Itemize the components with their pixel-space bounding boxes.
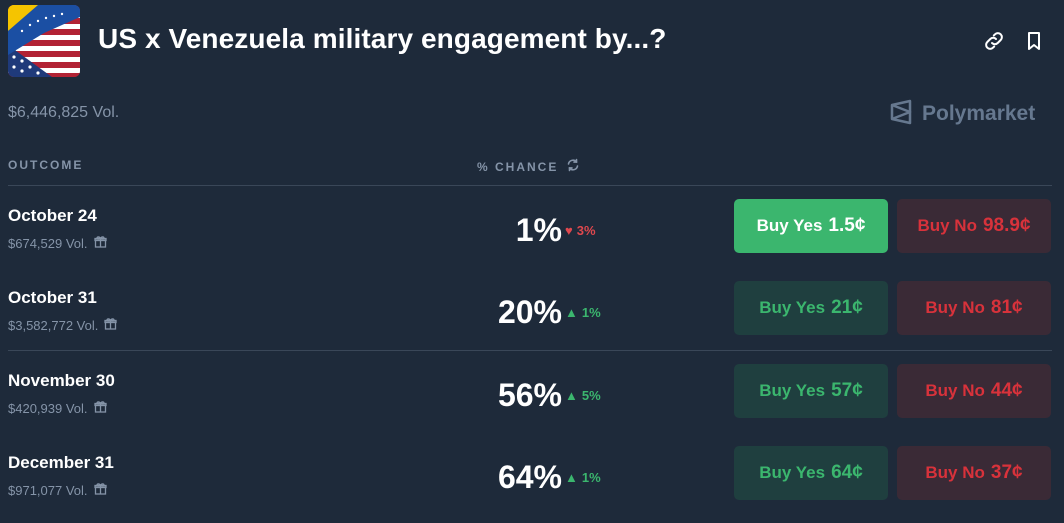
- buy-no-button[interactable]: Buy No 98.9¢: [897, 199, 1051, 253]
- chance-delta: ▲ 5%: [565, 388, 601, 403]
- triangle-up-icon: ▲: [565, 388, 578, 403]
- total-volume: $6,446,825 Vol.: [8, 104, 120, 121]
- buy-yes-button[interactable]: Buy Yes 1.5¢: [734, 199, 888, 253]
- polymarket-brand[interactable]: Polymarket: [888, 99, 1036, 130]
- buy-yes-label: Buy Yes: [759, 298, 826, 317]
- outcome-chance: 20%: [497, 294, 562, 330]
- outcome-volume: $3,582,772 Vol.: [8, 317, 118, 333]
- outcome-row-nov-30[interactable]: November 30 $420,939 Vol. 56% ▲ 5% Buy Y…: [0, 364, 1064, 441]
- buy-yes-label: Buy Yes: [759, 381, 826, 400]
- market-flag-image: [8, 5, 80, 77]
- outcome-title: November 30: [8, 371, 115, 390]
- buy-no-label: Buy No: [925, 463, 985, 482]
- buy-yes-label: Buy Yes: [759, 463, 826, 482]
- outcome-chance: 56%: [497, 377, 562, 413]
- buy-yes-button[interactable]: Buy Yes 57¢: [734, 364, 888, 418]
- buy-yes-button[interactable]: Buy Yes 21¢: [734, 281, 888, 335]
- link-icon[interactable]: [982, 29, 1006, 53]
- buy-yes-price: 1.5¢: [828, 215, 866, 236]
- polymarket-logo-icon: [888, 99, 914, 130]
- outcome-volume-text: $674,529 Vol.: [8, 235, 88, 251]
- brand-name: Polymarket: [922, 102, 1036, 125]
- outcome-row-oct-31[interactable]: October 31 $3,582,772 Vol. 20% ▲ 1% Buy …: [0, 281, 1064, 358]
- buy-no-label: Buy No: [925, 298, 985, 317]
- gift-icon[interactable]: [104, 317, 118, 333]
- buy-no-button[interactable]: Buy No 37¢: [897, 446, 1051, 500]
- triangle-up-icon: ▲: [565, 305, 578, 320]
- delta-value: 5%: [581, 388, 601, 403]
- chance-delta: ▲ 1%: [565, 470, 601, 485]
- delta-value: 1%: [581, 305, 601, 320]
- buy-no-label: Buy No: [917, 216, 977, 235]
- buy-yes-price: 57¢: [831, 380, 863, 401]
- delta-value: 1%: [581, 470, 601, 485]
- triangle-up-icon: ▲: [565, 470, 578, 485]
- market-title: US x Venezuela military engagement by...…: [98, 23, 667, 54]
- outcome-title: October 31: [8, 288, 97, 307]
- buy-no-price: 81¢: [990, 297, 1023, 318]
- buy-yes-button[interactable]: Buy Yes 64¢: [734, 446, 888, 500]
- chance-delta: ▲ 1%: [565, 305, 601, 320]
- gift-icon[interactable]: [93, 400, 107, 416]
- outcome-volume: $420,939 Vol.: [8, 400, 107, 416]
- buy-yes-price: 64¢: [831, 462, 863, 483]
- header-divider: [8, 185, 1052, 186]
- outcome-volume-text: $971,077 Vol.: [8, 482, 88, 498]
- outcome-column-header: OUTCOME: [8, 158, 84, 172]
- refresh-icon[interactable]: [566, 158, 580, 175]
- market-header: US x Venezuela military engagement by...…: [8, 5, 1056, 77]
- delta-value: 3%: [576, 223, 596, 238]
- heart-down-icon: ♥: [565, 223, 573, 238]
- outcome-row-oct-24[interactable]: October 24 $674,529 Vol. 1% ♥ 3% Buy Yes…: [0, 199, 1064, 276]
- gift-icon[interactable]: [93, 482, 107, 498]
- buy-no-label: Buy No: [925, 381, 985, 400]
- chance-delta: ♥ 3%: [565, 223, 596, 238]
- outcome-volume: $971,077 Vol.: [8, 482, 107, 498]
- outcome-title: October 24: [8, 206, 97, 225]
- buy-no-price: 37¢: [990, 462, 1023, 483]
- buy-no-price: 98.9¢: [982, 215, 1031, 236]
- buy-yes-label: Buy Yes: [756, 216, 823, 235]
- chance-column-header[interactable]: % CHANCE: [477, 158, 580, 175]
- buy-yes-price: 21¢: [831, 297, 863, 318]
- chance-column-label: % CHANCE: [477, 159, 559, 174]
- outcome-volume: $674,529 Vol.: [8, 235, 107, 251]
- outcome-title: December 31: [8, 453, 114, 472]
- buy-no-button[interactable]: Buy No 81¢: [897, 281, 1051, 335]
- bookmark-icon[interactable]: [1022, 29, 1046, 53]
- buy-no-price: 44¢: [990, 380, 1023, 401]
- outcome-chance: 1%: [515, 212, 562, 248]
- outcome-chance: 64%: [497, 459, 562, 495]
- gift-icon[interactable]: [93, 235, 107, 251]
- buy-no-button[interactable]: Buy No 44¢: [897, 364, 1051, 418]
- outcome-volume-text: $420,939 Vol.: [8, 400, 88, 416]
- row-divider: [8, 350, 1052, 351]
- outcome-volume-text: $3,582,772 Vol.: [8, 317, 99, 333]
- outcome-row-dec-31[interactable]: December 31 $971,077 Vol. 64% ▲ 1% Buy Y…: [0, 446, 1064, 523]
